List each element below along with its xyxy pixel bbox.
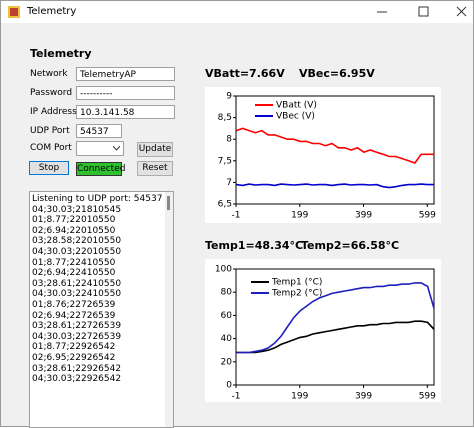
com-port-dropdown[interactable] <box>76 141 124 156</box>
x-tick-label: -1 <box>232 211 241 221</box>
title-bar: Telemetry <box>1 1 473 23</box>
x-tick-label: 399 <box>355 211 372 221</box>
form-heading: Telemetry <box>30 47 92 60</box>
text-input[interactable]: TelemetryAP <box>76 67 175 81</box>
log-line: 01;8.77;22410550 <box>32 257 116 268</box>
log-line: Listening to UDP port: 54537 <box>32 194 163 204</box>
field-label: Network <box>30 69 68 79</box>
stop-button[interactable]: Stop <box>29 161 69 175</box>
x-tick-label: 599 <box>419 211 436 221</box>
field-label: IP Address <box>30 107 77 117</box>
window-title: Telemetry <box>27 6 77 17</box>
log-lines: Listening to UDP port: 54537 04;30.03;218… <box>32 194 162 385</box>
series-line <box>236 320 435 354</box>
y-tick-label: 7 <box>226 178 232 188</box>
series-line <box>236 127 434 164</box>
text-input[interactable]: 10.3.141.58 <box>76 105 175 119</box>
log-line: 03;28.61;22726539 <box>32 321 122 332</box>
legend-label: VBatt (V) <box>276 101 317 111</box>
log-line: 02;6.94;22410550 <box>32 268 116 279</box>
y-tick-label: 8 <box>226 135 232 145</box>
y-tick-label: 100 <box>215 265 232 275</box>
series-line <box>236 183 434 189</box>
temp1-readout: Temp1=48.34°C <box>205 239 304 252</box>
log-line: 03;28.58;22010550 <box>32 236 122 247</box>
log-line: 01;8.77;22010550 <box>32 215 116 226</box>
y-tick-label: 7,5 <box>218 156 232 166</box>
log-line: 03;28.61;22926542 <box>32 363 122 374</box>
vbatt-readout: VBatt=7.66V <box>205 67 285 80</box>
legend-label: Temp1 (°C) <box>271 278 322 288</box>
log-line: 01;8.77;22926542 <box>32 342 116 353</box>
y-tick-label: 9 <box>226 92 232 102</box>
field-label: Password <box>30 88 73 98</box>
x-tick-label: 199 <box>291 392 308 402</box>
app-icon <box>8 6 20 18</box>
log-line: 04;30.03;21810545 <box>32 204 122 215</box>
y-tick-label: 8,5 <box>218 113 232 123</box>
y-tick-label: 60 <box>221 311 233 321</box>
temperature-chart: 0 20 40 60 80 100 -1 199 399 599 Temp1 (°C)Temp2 (… <box>205 259 441 402</box>
voltage-chart: 6,5 7 7,5 8 8,5 9 -1 199 399 599 VBatt (V)VBec (V) <box>205 87 441 223</box>
y-tick-label: 0 <box>226 381 232 391</box>
y-tick-label: 20 <box>221 357 233 367</box>
log-line: 02;6.95;22926542 <box>32 352 116 363</box>
text-input[interactable]: 54537 <box>76 124 122 138</box>
x-tick-label: 599 <box>419 392 436 402</box>
log-line: 04;30.03;22410550 <box>32 289 122 300</box>
temp2-readout: Temp2=66.58°C <box>301 239 400 252</box>
window-controls[interactable] <box>373 1 473 23</box>
log-line: 01;8.76;22726539 <box>32 299 116 310</box>
field-label: UDP Port <box>30 126 70 136</box>
plot-frame <box>235 268 435 386</box>
x-tick-label: 199 <box>291 211 308 221</box>
vbec-readout: VBec=6.95V <box>299 67 375 80</box>
legend-label: Temp2 (°C) <box>271 289 322 299</box>
series-line <box>236 282 435 354</box>
log-line: 04;30.03;22010550 <box>32 246 122 257</box>
x-tick-label: 399 <box>355 392 372 402</box>
update-button[interactable]: Update <box>137 142 173 157</box>
status-label: Connected <box>76 162 126 176</box>
log-line: 04;30.03;22726539 <box>32 331 122 342</box>
log-list[interactable]: Listening to UDP port: 54537 04;30.03;218… <box>29 191 174 428</box>
reset-button[interactable]: Reset <box>137 161 173 176</box>
plot-frame <box>235 95 435 205</box>
text-input[interactable]: ---------- <box>76 86 175 100</box>
log-line: 02;6.94;22726539 <box>32 310 116 321</box>
log-line: 03;28.61;22410550 <box>32 278 122 289</box>
log-line: 04;30.03;22926542 <box>32 374 122 385</box>
scrollbar[interactable] <box>165 192 173 427</box>
y-tick-label: 40 <box>221 334 233 344</box>
log-line: 02;6.94;22010550 <box>32 225 116 236</box>
y-tick-label: 6,5 <box>218 200 232 210</box>
y-tick-label: 80 <box>221 288 233 298</box>
field-label: COM Port <box>30 143 72 153</box>
legend-label: VBec (V) <box>276 112 315 122</box>
x-tick-label: -1 <box>232 392 241 402</box>
